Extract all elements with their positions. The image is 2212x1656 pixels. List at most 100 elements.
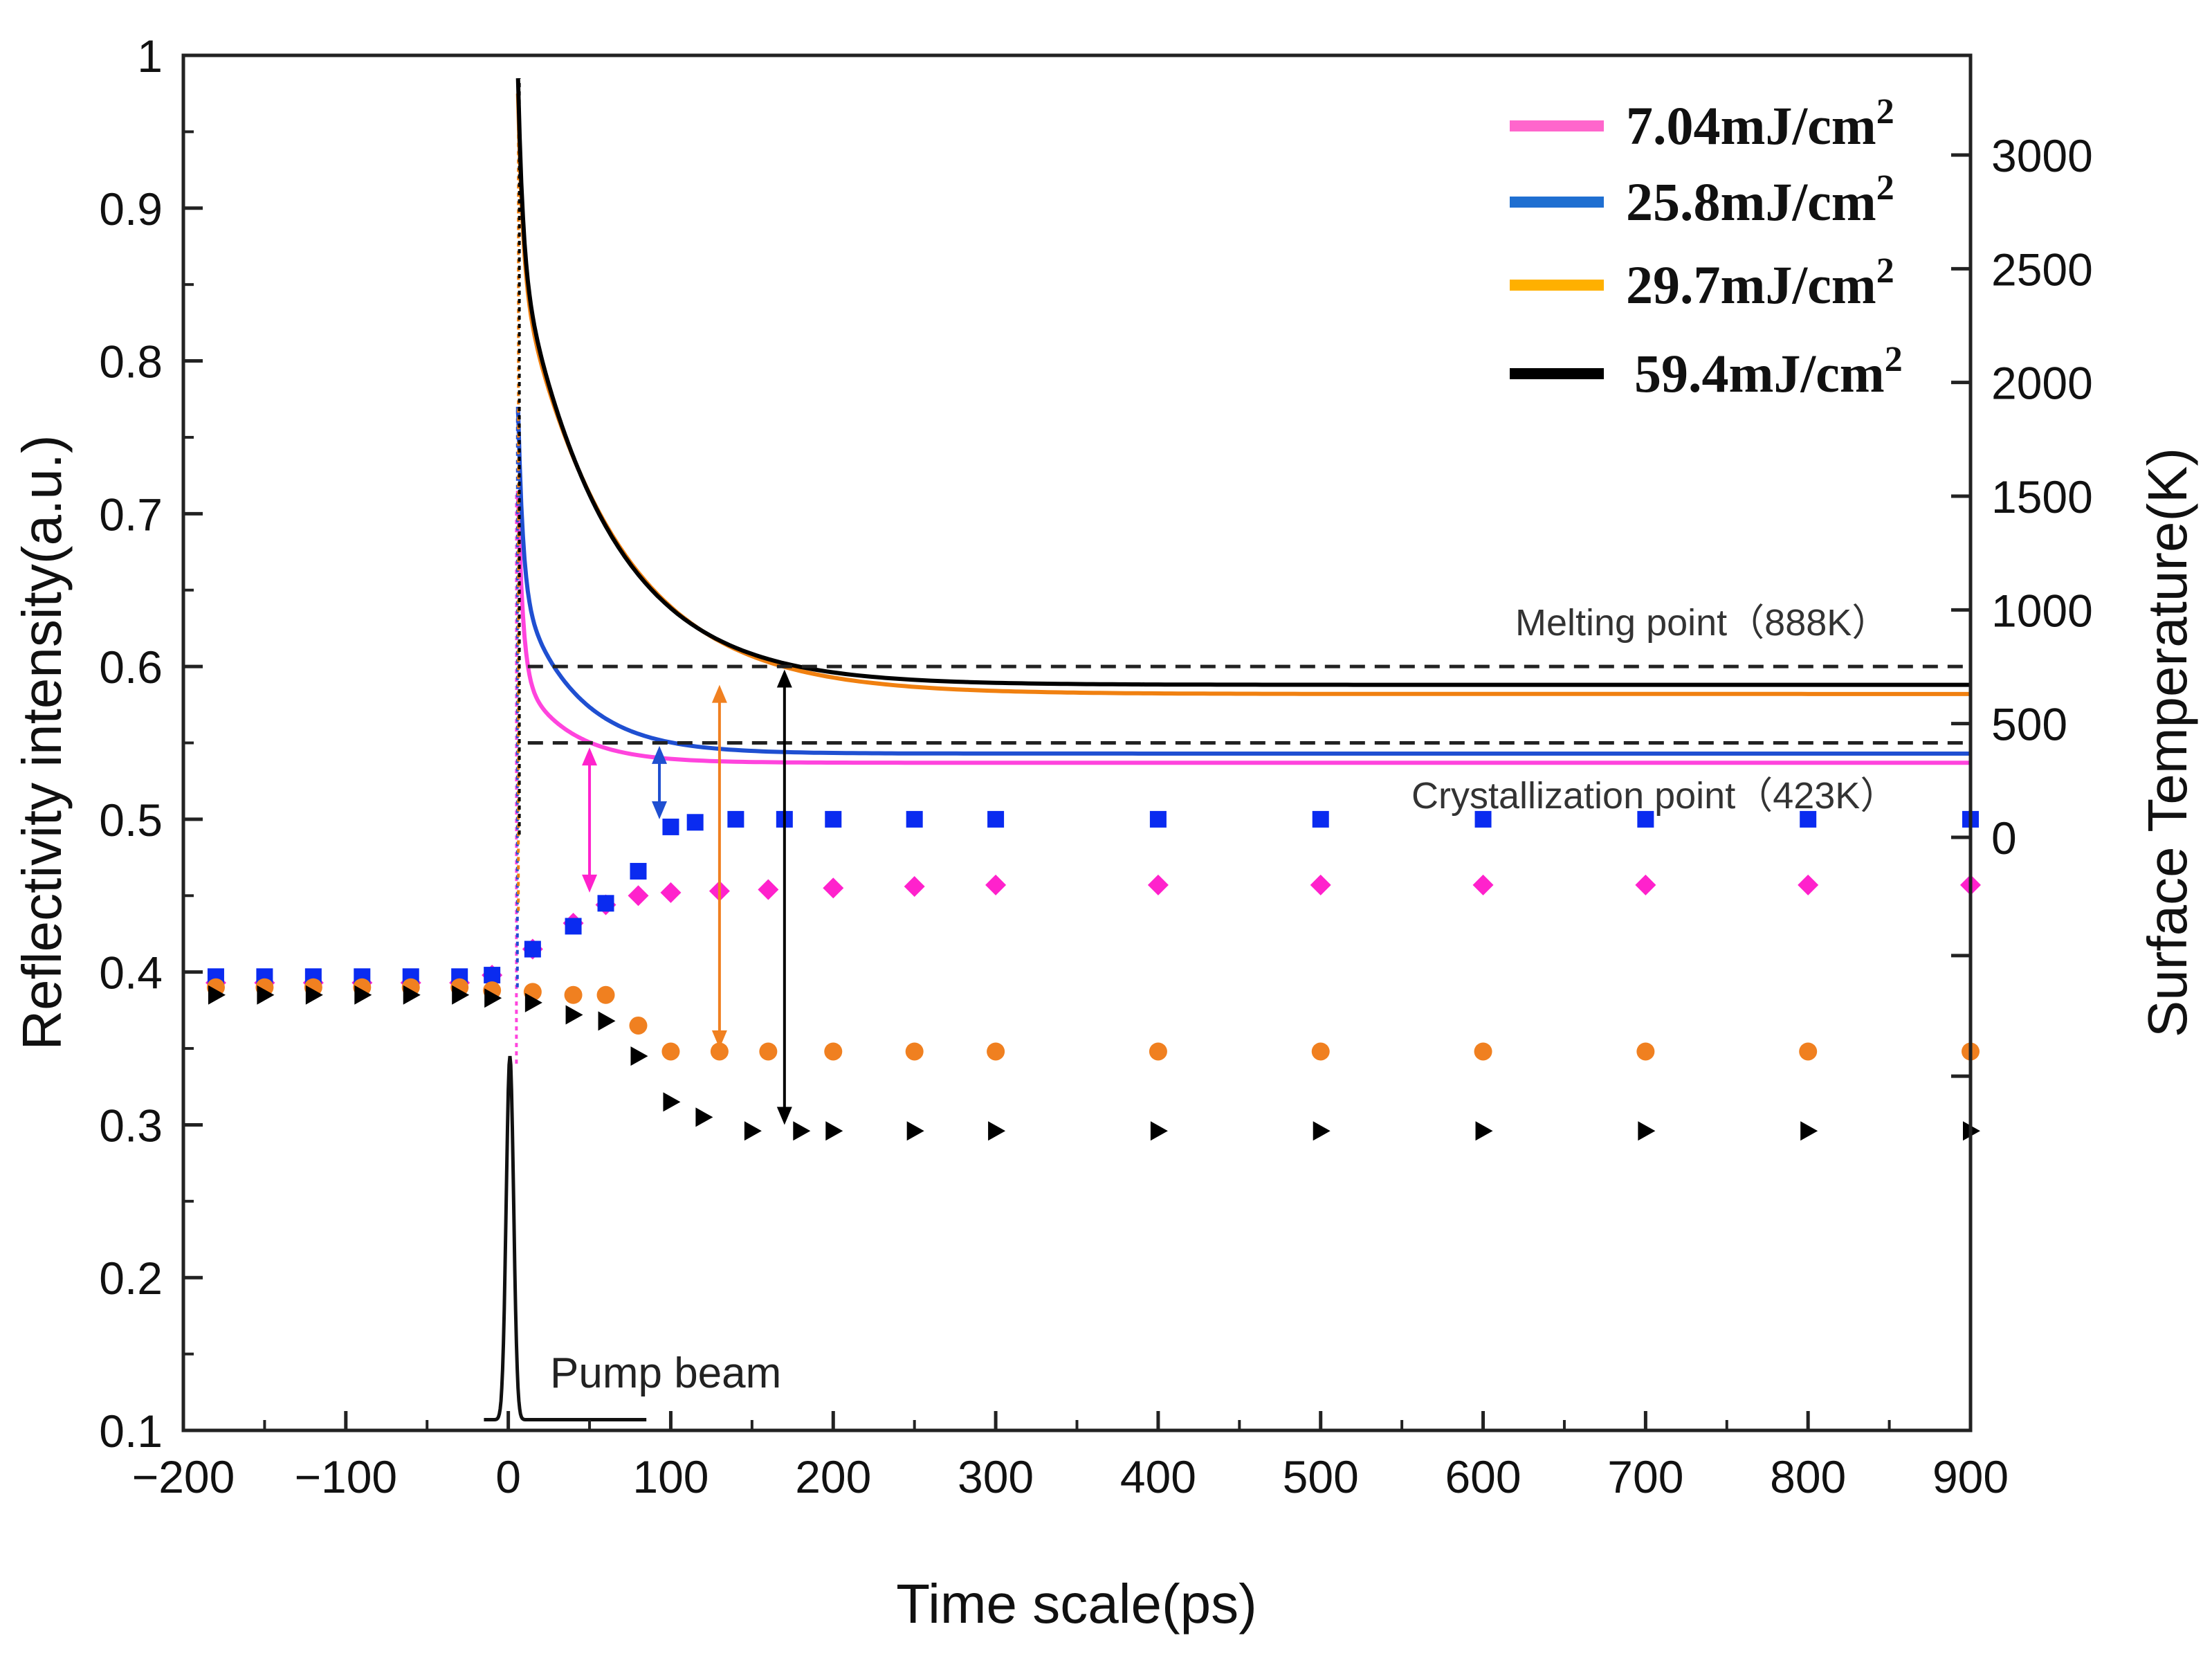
- data-point-triangle: [1150, 1121, 1168, 1141]
- data-point-circle: [905, 1042, 924, 1061]
- arrow-head-bottom: [711, 1030, 727, 1049]
- temperature-curve-line: [515, 78, 1971, 687]
- x-tick-label: 800: [1770, 1451, 1846, 1502]
- y-tick-label: 0.5: [99, 794, 163, 846]
- x-tick-label: 100: [632, 1451, 709, 1502]
- arrow-head-top: [652, 745, 668, 764]
- data-point-square: [987, 810, 1005, 828]
- data-point-circle: [1474, 1042, 1492, 1061]
- data-point-square: [565, 918, 582, 935]
- x-tick-label: 500: [1283, 1451, 1359, 1502]
- legend-label-superscript: 2: [1885, 340, 1903, 379]
- legend-label: 59.4mJ/cm2: [1634, 340, 1903, 403]
- x-tick-label: 0: [495, 1451, 521, 1502]
- y2-axis-ticks: 0 500 1000 1500 2000 2500 3000: [1951, 130, 2093, 1078]
- data-point-square: [524, 940, 541, 958]
- data-point-square: [484, 967, 501, 984]
- y-tick-label: 1: [137, 30, 163, 82]
- arrow-head-top: [711, 684, 727, 703]
- y-tick-label: 0.3: [99, 1100, 163, 1151]
- data-point-circle: [987, 1042, 1005, 1061]
- data-point-triangle: [695, 1107, 713, 1127]
- data-point-triangle: [598, 1011, 616, 1031]
- data-point-triangle: [744, 1121, 762, 1141]
- x-axis-title: Time scale(ps): [896, 1573, 1257, 1635]
- data-point-triangle: [208, 985, 226, 1005]
- data-point-circle: [629, 1016, 648, 1035]
- data-point-circle: [759, 1042, 778, 1061]
- data-point-triangle: [354, 985, 372, 1005]
- temperature-curve-line: [515, 406, 1971, 756]
- y-tick-label: 0.1: [99, 1405, 163, 1457]
- data-point-diamond: [1147, 874, 1169, 895]
- data-point-square: [1800, 810, 1817, 828]
- data-point-square: [1474, 810, 1492, 828]
- x-tick-label: 200: [795, 1451, 871, 1502]
- legend-label: 7.04mJ/cm2: [1626, 92, 1894, 156]
- legend-label-text: 59.4mJ/cm: [1634, 343, 1885, 403]
- legend-label-superscript: 2: [1876, 92, 1894, 131]
- arrow-head-top: [776, 669, 792, 688]
- x-tick-label: −100: [294, 1451, 397, 1502]
- data-point-triangle: [484, 988, 502, 1008]
- y-axis-title: Reflectivity intensity(a.u.): [11, 435, 73, 1050]
- change-arrows: [582, 669, 792, 1125]
- data-point-square: [1149, 810, 1167, 828]
- pump-beam-curve: [484, 1055, 647, 1421]
- arrow-head-bottom: [776, 1107, 792, 1125]
- data-point-triangle: [1638, 1121, 1656, 1141]
- arrow-head-top: [582, 747, 598, 766]
- data-point-square: [662, 818, 679, 835]
- y2-tick-label: 2500: [1991, 244, 2093, 295]
- reference-lines: [527, 664, 1971, 745]
- data-point-circle: [1311, 1042, 1330, 1061]
- y-tick-label: 0.4: [99, 947, 163, 999]
- x-axis-ticks: −200 −100 0 100 200 300 400 500 600 700 800 900: [132, 1411, 2009, 1502]
- data-point-diamond: [628, 885, 649, 907]
- data-point-diamond: [758, 879, 779, 900]
- data-point-diamond: [1472, 874, 1494, 895]
- data-point-square: [1312, 810, 1329, 828]
- y-tick-label: 0.2: [99, 1253, 163, 1304]
- crystallization-point-label: Crystallization point（423K）: [1411, 775, 1897, 817]
- data-point-circle: [564, 985, 583, 1004]
- legend-label-superscript: 2: [1876, 251, 1894, 291]
- y2-tick-label: 0: [1991, 812, 2017, 864]
- arrow-head-bottom: [652, 801, 668, 819]
- data-point-triangle: [1800, 1121, 1818, 1141]
- legend-label: 29.7mJ/cm2: [1626, 251, 1894, 315]
- x-tick-label: 600: [1445, 1451, 1521, 1502]
- data-point-triangle: [663, 1092, 681, 1112]
- x-tick-label: −200: [132, 1451, 235, 1502]
- x-tick-label: 700: [1607, 1451, 1683, 1502]
- data-point-triangle: [305, 985, 323, 1005]
- y2-tick-label: 1000: [1991, 585, 2093, 636]
- data-point-diamond: [660, 882, 682, 903]
- y-tick-label: 0.7: [99, 489, 163, 540]
- data-point-square: [906, 810, 923, 828]
- reflectivity-markers: [205, 810, 1981, 1141]
- data-point-square: [1637, 810, 1654, 828]
- data-point-square: [597, 895, 614, 912]
- y-tick-label: 0.6: [99, 642, 163, 693]
- y2-tick-label: 500: [1991, 699, 2067, 750]
- data-point-diamond: [1635, 874, 1656, 895]
- y2-axis-title: Surface Temperature(K): [2137, 448, 2198, 1037]
- data-point-circle: [1149, 1042, 1167, 1061]
- y2-tick-label: 3000: [1991, 130, 2093, 181]
- data-point-triangle: [1475, 1121, 1493, 1141]
- legend-label-text: 25.8mJ/cm: [1626, 172, 1876, 232]
- data-point-circle: [824, 1042, 843, 1061]
- data-point-triangle: [1313, 1121, 1331, 1141]
- legend-label-text: 7.04mJ/cm: [1626, 95, 1876, 156]
- data-point-diamond: [823, 877, 844, 899]
- data-point-circle: [661, 1042, 680, 1061]
- y-tick-label: 0.8: [99, 336, 163, 388]
- legend-label-text: 29.7mJ/cm: [1626, 255, 1876, 315]
- data-point-triangle: [630, 1046, 648, 1066]
- y2-tick-label: 2000: [1991, 358, 2093, 409]
- data-point-triangle: [906, 1121, 924, 1141]
- pump-beam-label: Pump beam: [550, 1349, 781, 1397]
